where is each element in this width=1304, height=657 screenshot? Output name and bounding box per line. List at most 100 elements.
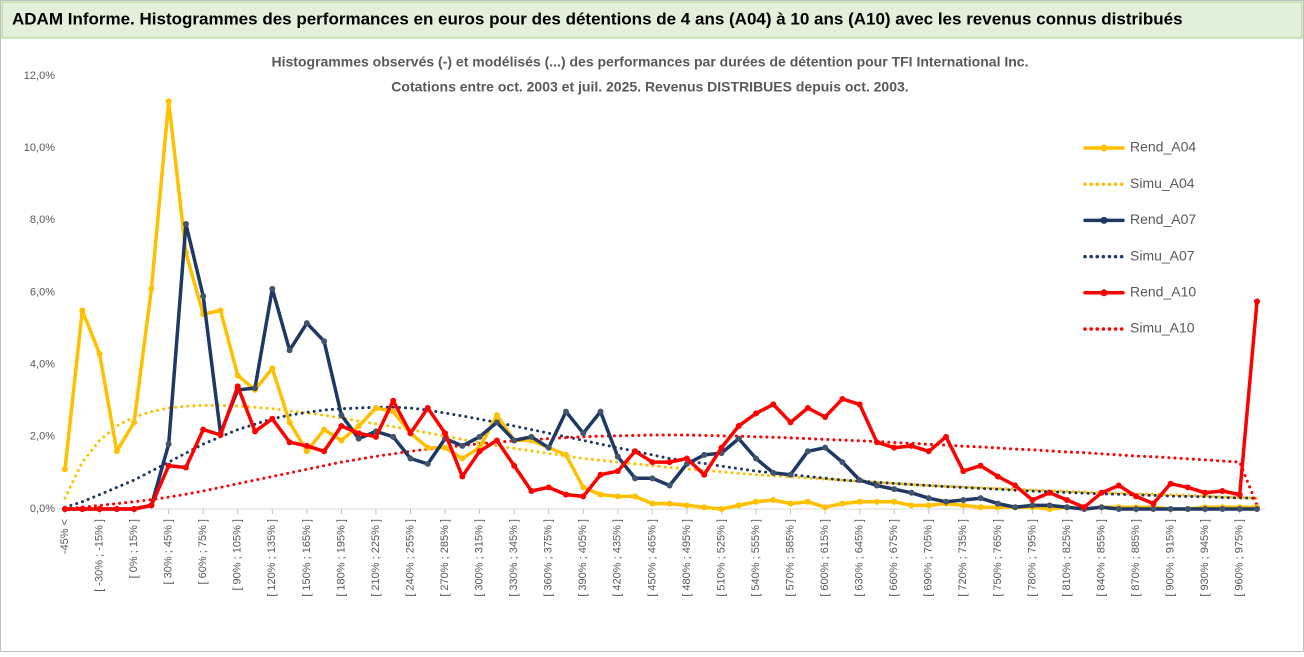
data-point [562,451,569,458]
data-point [580,493,587,500]
data-point [200,426,207,433]
data-point [701,504,708,511]
data-point [493,419,500,426]
legend-marker [1100,216,1108,224]
data-point [1029,502,1036,509]
data-point [1167,506,1174,512]
data-point [321,338,328,345]
data-point [96,350,103,357]
data-point [632,493,639,500]
data-point [96,506,103,512]
data-point [113,448,120,455]
data-point [873,482,880,489]
x-tick-label: [ 810% ; 825% ] [1061,519,1073,597]
x-tick-label: [ 300% ; 315% ] [474,519,486,597]
data-point [597,491,604,498]
data-point [977,495,984,502]
data-point [545,444,552,451]
data-point [407,430,414,437]
data-point [1115,506,1122,512]
x-tick-label: [ 510% ; 525% ] [715,519,727,597]
data-point [79,506,86,512]
data-point [908,502,915,509]
data-point [182,220,189,227]
data-point [562,491,569,498]
data-point [1254,298,1260,305]
data-point [303,442,310,449]
data-point [649,500,656,507]
x-tick-label: [ 270% ; 285% ] [439,519,451,597]
data-point [925,448,932,455]
data-point [943,498,950,505]
x-tick-label: [ 870% ; 885% ] [1130,519,1142,597]
data-point [580,484,587,491]
x-tick-label: [ 900% ; 915% ] [1165,519,1177,597]
data-point [683,502,690,509]
data-point [701,451,708,458]
data-point [1098,489,1105,496]
data-point [476,433,483,440]
data-point [459,442,466,449]
data-point [79,307,86,314]
data-point [113,506,120,512]
data-point [1046,489,1053,496]
data-point [165,98,172,105]
data-point [493,437,500,444]
data-point [614,493,621,500]
series-line [63,99,1259,511]
data-point [338,423,345,430]
data-point [528,487,535,494]
data-point [424,460,431,467]
data-point [787,419,794,426]
data-point [735,423,742,430]
data-point [718,444,725,451]
data-point [908,489,915,496]
data-point [1063,496,1070,503]
data-point [891,498,898,505]
legend-label: Rend_A10 [1130,284,1196,300]
data-point [390,433,397,440]
data-point [1098,504,1105,511]
data-point [1029,496,1036,503]
data-point [1150,506,1157,512]
data-point [234,383,241,390]
x-tick-label: [ 840% ; 855% ] [1095,519,1107,597]
x-tick-label: [ -30% ; -15% ] [93,519,105,592]
x-tick-label: [ 390% ; 405% ] [577,519,589,597]
data-point [683,460,690,467]
data-point [303,320,310,327]
data-point [1184,506,1191,512]
data-point [1202,506,1209,512]
data-point [994,473,1001,480]
series-line [63,222,1259,511]
data-point [632,475,639,482]
x-tick-label: [ 90% ; 105% ] [232,519,244,591]
series-line [63,433,1259,511]
legend-marker [1100,144,1108,152]
data-point [217,307,224,314]
legend-label: Rend_A04 [1130,139,1196,155]
data-point [234,372,241,379]
x-tick-label: [ 750% ; 765% ] [992,519,1004,597]
data-point [753,410,760,417]
data-point [338,412,345,419]
x-tick-label: [ 60% ; 75% ] [197,519,209,584]
data-point [459,473,466,480]
data-point [1115,482,1122,489]
data-point [753,498,760,505]
data-point [770,401,777,408]
data-point [442,444,449,451]
data-point [1133,493,1140,500]
x-tick-label: [ 0% ; 15% ] [128,519,140,578]
data-point [1184,484,1191,491]
y-tick-label: 12,0% [24,70,55,82]
data-point [1046,502,1053,509]
data-point [787,471,794,478]
data-point [355,423,362,430]
data-point [735,435,742,442]
data-point [839,459,846,466]
x-tick-label: [ 690% ; 705% ] [923,519,935,597]
data-point [683,455,690,462]
